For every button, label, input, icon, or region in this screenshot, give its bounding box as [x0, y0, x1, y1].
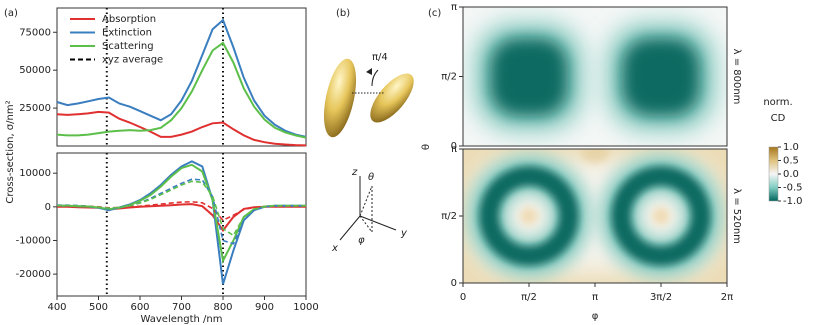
ellipsoid	[370, 73, 414, 123]
panel-label: (c)	[428, 8, 441, 19]
colorbar-tick-label: -0.5	[783, 183, 803, 194]
axis-theta: θ	[368, 172, 374, 183]
panel-label: (b)	[336, 8, 350, 19]
colorbar-title: CD	[771, 113, 786, 124]
y-tick-label: 10000	[19, 168, 51, 179]
plot-frame	[56, 7, 307, 147]
panel-label: (a)	[4, 8, 18, 19]
y-tick-label: 25000	[19, 103, 51, 114]
series-line	[56, 18, 307, 138]
axis-phi: φ	[358, 235, 365, 246]
rotation-arrow	[371, 69, 379, 87]
colorbar-tick-label: 0.0	[783, 169, 799, 180]
x-tick-label: 3π/2	[650, 292, 672, 303]
axis-z: z	[351, 167, 358, 178]
legend-label: Extinction	[102, 28, 152, 39]
axis-y: y	[400, 228, 408, 239]
x-tick-label: 400	[47, 302, 66, 313]
series-line	[57, 178, 306, 245]
colorbar-tick-label: 0.5	[783, 156, 799, 167]
y-tick-label: 0	[451, 141, 457, 152]
x-tick-label: 2π	[721, 292, 733, 303]
series-line	[56, 41, 307, 139]
x-tick-label: 500	[89, 302, 108, 313]
legend-label: Absorption	[102, 14, 156, 25]
x-tick-label: 0	[460, 292, 466, 303]
x-tick-label: π/2	[521, 292, 537, 303]
heatmap-image	[463, 7, 727, 146]
x-axis-label: Wavelength /nm	[141, 314, 223, 325]
x-tick-label: 900	[255, 302, 274, 313]
particle-illustration	[323, 58, 414, 241]
legend-label: xyz average	[102, 55, 163, 66]
angle-label: π/4	[372, 52, 388, 63]
arrow-head	[366, 68, 372, 75]
y-tick-label: 0	[45, 202, 51, 213]
map-label: λ = 520nm	[731, 188, 742, 244]
y-axis-label: θ	[421, 144, 432, 150]
y-tick-label: π	[451, 2, 457, 13]
series-line	[57, 180, 306, 237]
axis-x: x	[331, 243, 338, 254]
y-tick-label: 0	[451, 278, 457, 289]
colorbar-tick-label: -1.0	[783, 196, 803, 207]
colorbar	[768, 146, 779, 202]
y-tick-label: π/2	[441, 211, 457, 222]
x-tick-label: π	[592, 292, 598, 303]
y-tick-label: π	[451, 144, 457, 155]
series-line	[56, 110, 307, 147]
x-tick-label: 700	[172, 302, 191, 313]
y-axis-label: Cross-section, σ/nm²	[5, 100, 16, 203]
x-tick-label: 600	[130, 302, 149, 313]
colorbar-title: norm.	[763, 97, 792, 108]
legend-label: Scattering	[102, 41, 154, 52]
plot-frame	[56, 152, 307, 297]
x-tick-label: 800	[213, 302, 232, 313]
x-axis-label: φ	[592, 311, 599, 322]
x-tick-label: 1000	[293, 302, 318, 313]
y-tick-label: π/2	[441, 72, 457, 83]
series-line	[57, 163, 306, 264]
ellipsoid	[323, 58, 357, 138]
series-line	[57, 160, 306, 285]
colorbar-tick-label: 1.0	[783, 142, 799, 153]
y-tick-label: 50000	[19, 65, 51, 76]
map-label: λ = 800nm	[731, 49, 742, 105]
heatmap-image	[463, 149, 727, 283]
y-tick-label: 75000	[19, 27, 51, 38]
y-tick-label: -10000	[16, 235, 51, 246]
y-tick-label: -20000	[16, 269, 51, 280]
coordinate-axes	[339, 176, 397, 241]
